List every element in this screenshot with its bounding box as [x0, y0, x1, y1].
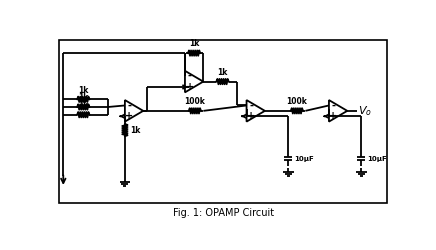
Text: +: +	[330, 111, 337, 121]
Text: 100k: 100k	[286, 97, 307, 106]
Text: 100k: 100k	[184, 97, 205, 106]
Text: 1k: 1k	[217, 68, 228, 77]
Text: -: -	[127, 100, 132, 110]
Text: $V_o$: $V_o$	[358, 104, 372, 118]
Text: Fig. 1: OPAMP Circuit: Fig. 1: OPAMP Circuit	[173, 208, 274, 218]
Text: +: +	[126, 111, 133, 121]
Text: 1k: 1k	[78, 94, 89, 102]
Text: 1k: 1k	[78, 86, 89, 95]
Text: -: -	[187, 71, 191, 81]
Text: +: +	[185, 82, 194, 92]
Text: 1k: 1k	[78, 101, 89, 110]
Text: -: -	[249, 100, 253, 110]
Text: +: +	[247, 111, 255, 121]
Text: 10μF: 10μF	[294, 156, 314, 162]
Bar	[59, 40, 388, 203]
Text: 1k: 1k	[189, 40, 199, 48]
Text: 10μF: 10μF	[368, 156, 387, 162]
Text: -: -	[331, 100, 336, 110]
Text: 1k: 1k	[130, 126, 141, 134]
